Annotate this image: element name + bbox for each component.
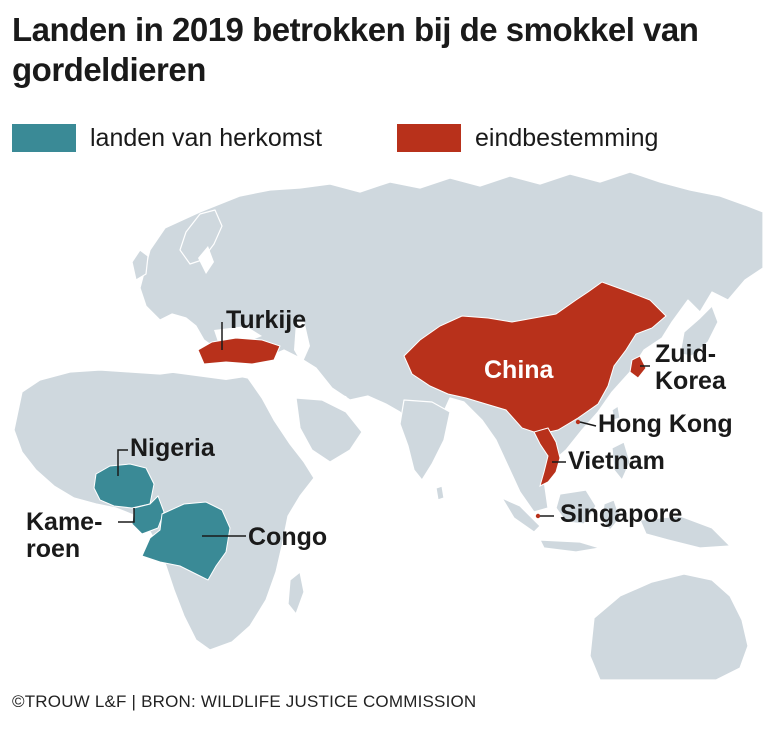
philippines-landmass	[611, 441, 631, 481]
legend: landen van herkomst eindbestemming	[12, 124, 752, 156]
label-nigeria: Nigeria	[130, 434, 216, 462]
label-turkije: Turkije	[226, 306, 306, 334]
arabia-landmass	[295, 397, 363, 463]
australia-landmass	[589, 573, 749, 680]
new-guinea-landmass	[639, 515, 731, 549]
seas	[130, 246, 356, 444]
map-labels: Turkije Zuid- Korea Hong Kong Vietnam Si…	[26, 306, 733, 563]
borneo-landmass	[555, 489, 597, 525]
label-zuid-korea-2: Korea	[655, 367, 727, 395]
sulawesi-landmass	[601, 499, 621, 531]
china-shape	[403, 281, 667, 435]
congo-shape	[141, 501, 231, 581]
leader-nigeria	[117, 449, 128, 476]
source-credit: ©TROUW L&F | BRON: WILDLIFE JUSTICE COMM…	[12, 692, 477, 711]
britain-landmass	[131, 249, 149, 281]
madagascar-landmass	[287, 571, 305, 615]
japan-landmass	[679, 305, 719, 357]
map-title: Landen in 2019 betrokken bij de smokkel …	[12, 11, 699, 88]
legend-label-destination: eindbestemming	[475, 124, 659, 152]
world-map: Turkije Zuid- Korea Hong Kong Vietnam Si…	[0, 170, 763, 680]
label-vietnam: Vietnam	[568, 447, 665, 475]
java-landmass	[539, 539, 601, 553]
legend-swatch-origin	[12, 124, 76, 152]
legend-label-origin: landen van herkomst	[90, 124, 323, 152]
baltic-sea	[198, 246, 214, 274]
south-korea-shape	[629, 355, 647, 379]
label-congo: Congo	[248, 523, 327, 551]
label-zuid-korea-1: Zuid-	[655, 340, 716, 368]
hong-kong-marker	[575, 419, 581, 425]
mediterranean-sea	[130, 352, 252, 380]
legend-item-destination: eindbestemming	[397, 124, 658, 152]
nigeria-shape	[93, 463, 155, 509]
destination-countries	[197, 281, 667, 519]
label-kameroen-2: roen	[26, 535, 80, 563]
red-sea	[262, 392, 296, 444]
persian-gulf	[330, 394, 356, 410]
label-china: China	[484, 356, 555, 384]
taiwan-landmass	[611, 405, 621, 421]
india-landmass	[399, 399, 451, 481]
leader-lines	[117, 322, 650, 537]
caspian-sea	[294, 320, 310, 364]
origin-countries	[93, 463, 231, 581]
scandinavia-landmass	[179, 209, 223, 265]
label-singapore: Singapore	[560, 500, 682, 528]
legend-swatch-destination	[397, 124, 461, 152]
sumatra-landmass	[501, 497, 541, 533]
label-kameroen-1: Kame-	[26, 508, 102, 536]
legend-item-origin: landen van herkomst	[12, 124, 322, 152]
sri-lanka-landmass	[435, 485, 445, 501]
vietnam-shape	[533, 427, 561, 487]
label-hong-kong: Hong Kong	[598, 410, 733, 438]
turkey-shape	[197, 337, 281, 365]
map-canvas: Turkije Zuid- Korea Hong Kong Vietnam Si…	[13, 171, 763, 680]
leader-kameroen	[118, 508, 135, 523]
leader-hong-kong	[579, 421, 597, 427]
singapore-marker	[535, 513, 541, 519]
